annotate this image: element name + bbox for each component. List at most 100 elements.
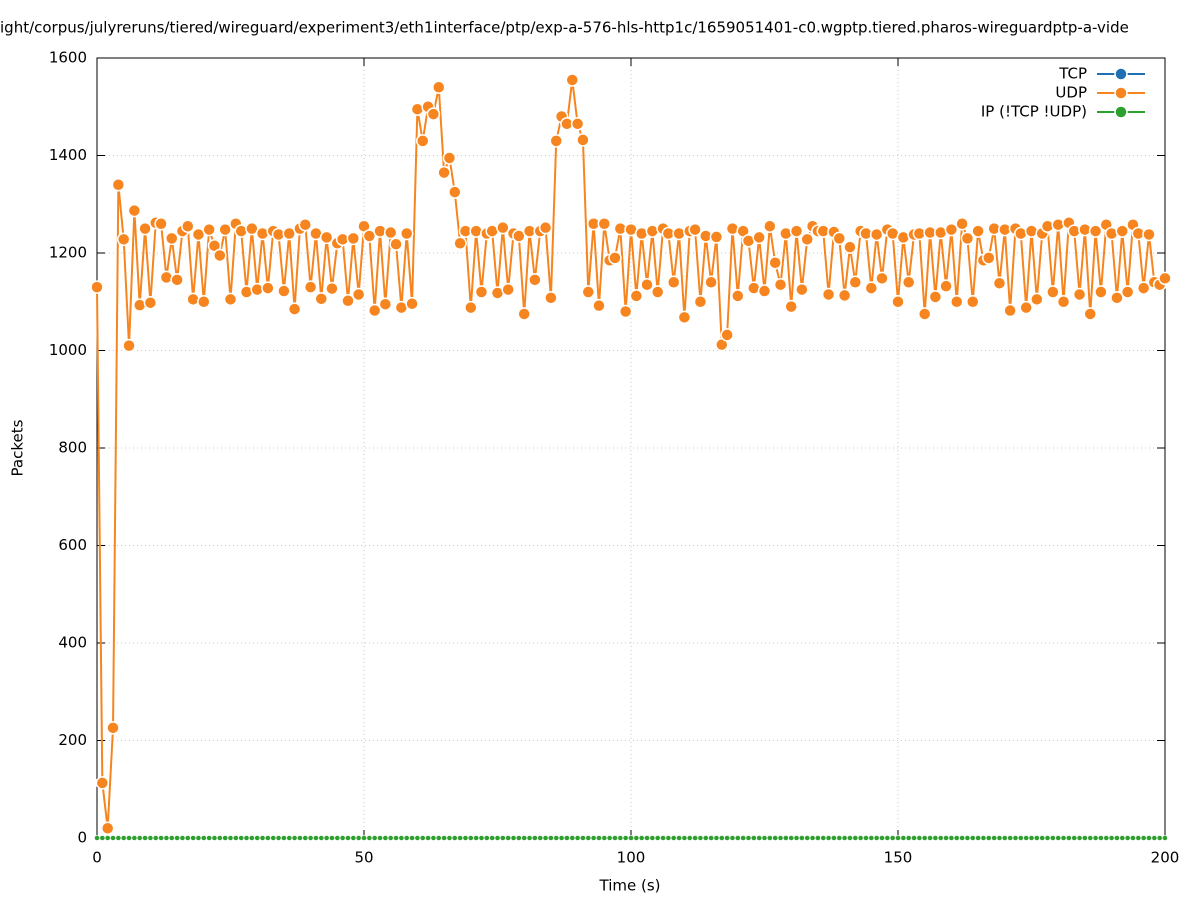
data-point: [585, 835, 592, 841]
data-point: [138, 221, 152, 236]
data-point: [115, 835, 122, 841]
data-point: [99, 835, 106, 841]
data-point: [297, 835, 303, 841]
data-point: [720, 328, 734, 342]
data-point: [174, 835, 180, 841]
data-point: [761, 835, 768, 841]
data-point: [1082, 835, 1088, 841]
data-point: [501, 282, 515, 297]
data-point: [649, 835, 656, 841]
data-point: [793, 835, 800, 841]
data-point: [191, 227, 206, 242]
data-point: [453, 236, 467, 250]
data-point: [768, 256, 782, 270]
data-point: [617, 835, 624, 841]
data-point: [592, 298, 606, 313]
data-point: [756, 835, 762, 841]
data-point: [478, 835, 485, 841]
data-point: [1051, 217, 1065, 232]
data-point: [389, 237, 403, 251]
data-point: [542, 835, 549, 841]
data-point: [991, 835, 997, 841]
data-point: [243, 835, 250, 841]
data-point: [953, 835, 960, 841]
data-point: [265, 835, 271, 841]
x-tick-label: 200: [1151, 849, 1180, 867]
data-point: [580, 835, 586, 841]
data-point: [510, 835, 517, 841]
data-point: [1140, 835, 1147, 841]
data-point: [638, 835, 645, 841]
data-point: [538, 220, 553, 235]
data-point: [1056, 295, 1071, 309]
data-point: [399, 226, 414, 241]
data-point: [1030, 292, 1044, 307]
data-point: [905, 835, 912, 841]
data-point: [948, 835, 955, 841]
data-point: [1083, 307, 1097, 321]
data-point: [355, 835, 362, 841]
x-tick-label: 100: [617, 849, 646, 867]
data-point: [222, 835, 228, 841]
data-point: [943, 835, 949, 841]
data-point: [1135, 835, 1142, 841]
data-point: [868, 835, 875, 841]
data-point: [996, 835, 1003, 841]
data-point: [169, 835, 175, 841]
data-point: [1130, 835, 1136, 841]
data-point: [528, 273, 542, 287]
data-point: [1002, 835, 1008, 841]
data-point: [590, 835, 597, 841]
data-point: [1120, 285, 1135, 299]
data-point: [847, 835, 853, 841]
data-point: [709, 230, 724, 244]
data-point: [788, 835, 794, 841]
data-point: [211, 835, 218, 841]
data-point: [863, 835, 869, 841]
data-point: [94, 835, 100, 841]
data-point: [729, 835, 736, 841]
data-point: [152, 835, 159, 841]
data-point: [831, 835, 837, 841]
data-point: [425, 835, 431, 841]
data-point: [986, 835, 992, 841]
data-point: [281, 835, 287, 841]
data-point: [1158, 271, 1172, 286]
data-point: [740, 835, 746, 841]
data-point: [949, 295, 964, 309]
data-point: [484, 835, 490, 841]
data-point: [686, 835, 693, 841]
data-point: [319, 230, 334, 245]
data-point: [558, 835, 565, 841]
data-point: [1142, 227, 1156, 242]
data-point: [516, 835, 522, 841]
data-point: [670, 835, 677, 841]
data-point: [206, 835, 212, 841]
data-point: [884, 835, 891, 841]
data-point: [633, 835, 640, 841]
data-point: [126, 835, 132, 841]
data-point: [441, 835, 447, 841]
data-point: [916, 835, 923, 841]
data-point: [601, 835, 608, 841]
data-point: [676, 835, 682, 841]
data-point: [104, 835, 111, 841]
data-point: [982, 251, 996, 265]
data-point: [564, 835, 570, 841]
data-point: [442, 151, 457, 165]
data-point: [185, 835, 191, 841]
data-point: [201, 835, 207, 841]
data-point: [1012, 835, 1019, 841]
data-point: [895, 835, 901, 841]
data-point: [1092, 835, 1099, 841]
data-point: [852, 835, 859, 841]
data-point: [596, 835, 602, 841]
data-point: [677, 310, 692, 325]
data-point: [517, 307, 531, 321]
data-point: [249, 835, 255, 841]
data-point: [891, 295, 905, 309]
data-point: [341, 294, 355, 308]
data-point: [869, 227, 884, 242]
data-point: [163, 835, 170, 841]
data-point: [1162, 835, 1168, 841]
